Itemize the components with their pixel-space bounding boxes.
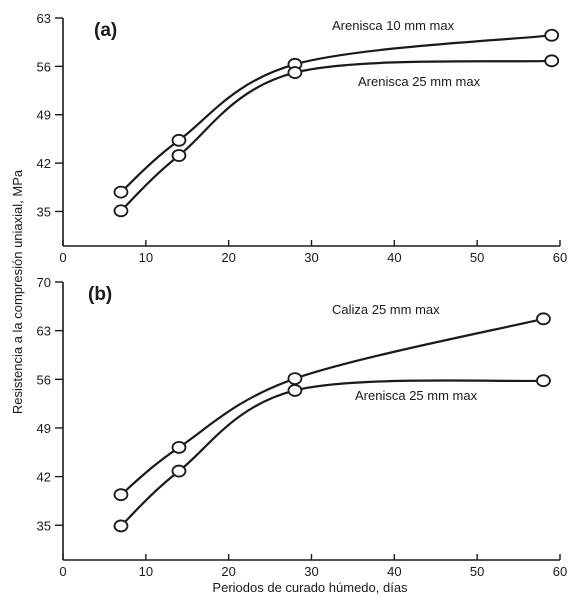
y-tick-label: 56	[37, 59, 51, 74]
series-line	[120, 379, 544, 527]
data-point	[171, 149, 187, 162]
y-tick-label: 35	[37, 518, 51, 533]
chart-panel-a: 35 42 49 56 63 0 10 20 30 40 50 60 (a) Arenisca 10 mm…	[37, 11, 568, 265]
x-tick-label: 0	[59, 250, 66, 265]
data-point	[113, 204, 129, 218]
data-point	[544, 28, 560, 42]
x-tick-label: 10	[139, 564, 153, 579]
y-tick-label: 35	[37, 204, 51, 219]
x-axis-title: Periodos de curado húmedo, días	[212, 580, 408, 595]
data-point	[113, 488, 129, 502]
y-tick-label: 70	[37, 275, 51, 290]
data-point	[171, 441, 187, 454]
series-label: Arenisca 10 mm max	[332, 18, 455, 33]
y-tick-label: 42	[37, 156, 51, 171]
y-tick-label: 56	[37, 372, 51, 387]
data-point	[171, 464, 187, 478]
series-line	[120, 59, 552, 212]
data-point	[536, 312, 551, 326]
x-tick-label: 60	[553, 250, 567, 265]
data-point	[113, 519, 129, 533]
data-point	[287, 372, 303, 386]
data-point	[544, 54, 560, 68]
series-label: Arenisca 25 mm max	[358, 74, 481, 89]
x-tick-label: 40	[387, 250, 401, 265]
series-label: Caliza 25 mm max	[332, 302, 440, 317]
x-tick-label: 20	[221, 564, 235, 579]
x-tick-label: 60	[553, 564, 567, 579]
x-tick-label: 40	[387, 564, 401, 579]
data-point	[287, 384, 303, 397]
y-tick-label: 49	[37, 108, 51, 123]
panel-label: (a)	[94, 20, 117, 41]
x-tick-label: 50	[470, 250, 484, 265]
data-point	[113, 185, 129, 199]
panel-label: (b)	[88, 284, 112, 305]
chart-panel-b: 35 42 49 56 63 70 0 10 20 30 40 50 60 (b) Caliza 25 mm…	[37, 275, 568, 579]
series-line	[120, 317, 544, 496]
y-tick-label: 63	[37, 324, 51, 339]
x-tick-label: 0	[59, 564, 66, 579]
data-point	[287, 66, 303, 79]
y-axis-title: Resistencia a la compresión uniaxial, MP…	[10, 169, 25, 414]
data-point	[536, 374, 551, 388]
y-tick-label: 63	[37, 11, 51, 26]
x-tick-label: 30	[304, 564, 318, 579]
series-line	[120, 34, 552, 193]
y-tick-label: 42	[37, 470, 51, 485]
x-tick-label: 50	[470, 564, 484, 579]
series-label: Arenisca 25 mm max	[355, 388, 478, 403]
data-point	[171, 133, 187, 147]
y-tick-label: 49	[37, 421, 51, 436]
x-tick-label: 10	[139, 250, 153, 265]
x-tick-label: 20	[221, 250, 235, 265]
x-tick-label: 30	[304, 250, 318, 265]
